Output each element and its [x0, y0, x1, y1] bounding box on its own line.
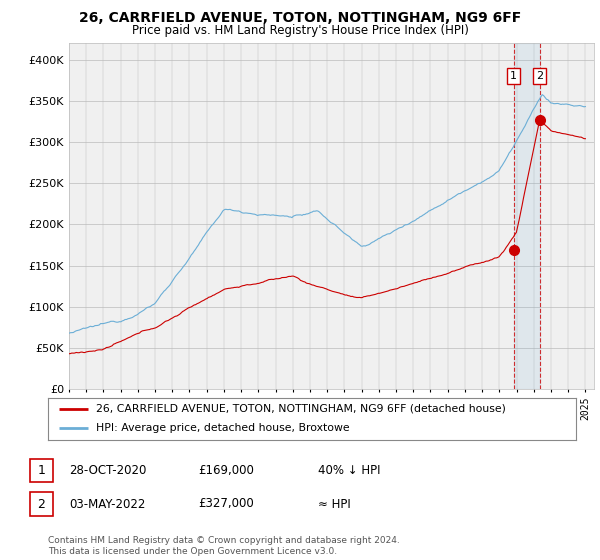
- Text: 28-OCT-2020: 28-OCT-2020: [69, 464, 146, 477]
- Text: £169,000: £169,000: [198, 464, 254, 477]
- Bar: [514, 43, 540, 389]
- Text: 40% ↓ HPI: 40% ↓ HPI: [318, 464, 380, 477]
- Text: ≈ HPI: ≈ HPI: [318, 497, 351, 511]
- Text: 26, CARRFIELD AVENUE, TOTON, NOTTINGHAM, NG9 6FF: 26, CARRFIELD AVENUE, TOTON, NOTTINGHAM,…: [79, 11, 521, 25]
- Text: 1: 1: [510, 71, 517, 81]
- Text: £327,000: £327,000: [198, 497, 254, 511]
- Text: 2: 2: [536, 71, 544, 81]
- Text: Contains HM Land Registry data © Crown copyright and database right 2024.
This d: Contains HM Land Registry data © Crown c…: [48, 536, 400, 556]
- Text: HPI: Average price, detached house, Broxtowe: HPI: Average price, detached house, Brox…: [95, 423, 349, 433]
- Text: 26, CARRFIELD AVENUE, TOTON, NOTTINGHAM, NG9 6FF (detached house): 26, CARRFIELD AVENUE, TOTON, NOTTINGHAM,…: [95, 404, 505, 414]
- Text: Price paid vs. HM Land Registry's House Price Index (HPI): Price paid vs. HM Land Registry's House …: [131, 24, 469, 36]
- Text: 03-MAY-2022: 03-MAY-2022: [69, 497, 145, 511]
- Text: 2: 2: [37, 497, 46, 511]
- Text: 1: 1: [37, 464, 46, 477]
